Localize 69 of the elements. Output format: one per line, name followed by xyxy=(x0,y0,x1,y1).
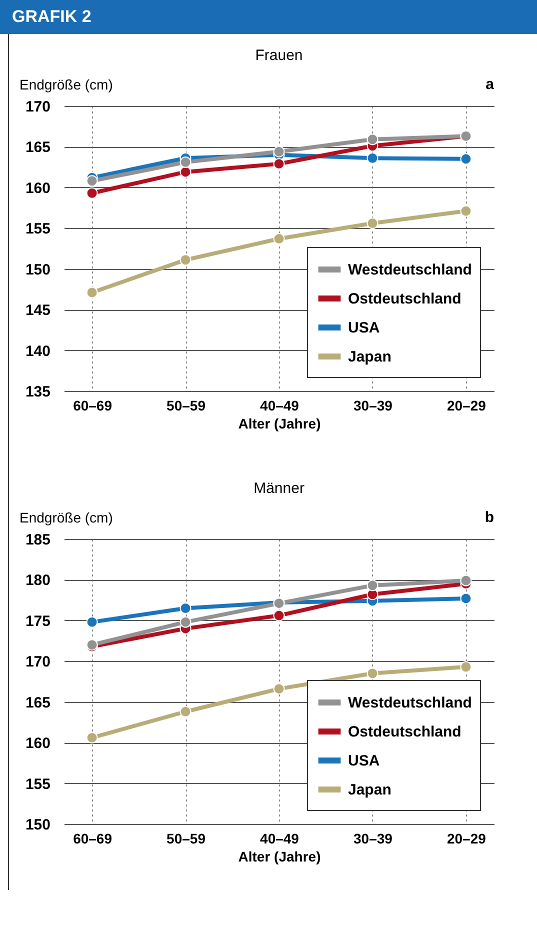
x-tick-label: 20–29 xyxy=(446,398,486,414)
legend-label: Ostdeutschland xyxy=(348,724,462,740)
legend-label: USA xyxy=(348,752,380,770)
point xyxy=(460,661,472,673)
point xyxy=(86,732,98,744)
x-tick-label: 20–29 xyxy=(446,830,486,846)
y-tick-label: 135 xyxy=(25,384,50,400)
y-tick-label: 145 xyxy=(25,302,50,320)
legend-label: Japan xyxy=(348,782,392,798)
legend-label: Westdeutschland xyxy=(348,262,472,278)
y-tick-label: 175 xyxy=(25,612,50,630)
legend-label: USA xyxy=(348,320,380,336)
y-tick-label: 170 xyxy=(25,98,50,116)
y-tick-label: 165 xyxy=(25,139,50,156)
text: b xyxy=(484,509,494,526)
point xyxy=(366,152,378,164)
point xyxy=(273,232,285,244)
x-tick-label: 50–59 xyxy=(166,398,206,414)
chart-title: Frauen xyxy=(255,47,303,64)
point xyxy=(180,706,192,718)
y-tick-label: 155 xyxy=(25,220,50,238)
point xyxy=(273,146,285,158)
point xyxy=(460,153,472,165)
point xyxy=(460,592,472,604)
y-tick-label: 150 xyxy=(25,816,50,834)
x-axis-title: Alter (Jahre) xyxy=(238,848,321,864)
x-tick-label: 40–49 xyxy=(260,398,300,414)
y-axis-title: Endgröße (cm) xyxy=(20,510,113,526)
y-tick-label: 180 xyxy=(25,572,50,590)
text: GRAFIK 2 xyxy=(0,0,537,34)
point xyxy=(273,683,285,695)
point xyxy=(86,286,98,298)
point xyxy=(460,574,472,586)
legend-label: Ostdeutschland xyxy=(348,290,462,308)
point xyxy=(273,610,285,622)
point xyxy=(366,668,378,680)
point xyxy=(86,187,98,199)
y-tick-label: 165 xyxy=(25,694,50,712)
y-tick-label: 155 xyxy=(25,776,50,793)
point xyxy=(366,134,378,146)
x-tick-label: 60–69 xyxy=(73,830,112,846)
y-tick-label: 170 xyxy=(25,654,50,671)
point xyxy=(86,616,98,628)
y-axis-title: Endgröße (cm) xyxy=(20,76,113,92)
point xyxy=(180,156,192,168)
x-tick-label: 30–39 xyxy=(354,398,393,414)
point xyxy=(180,254,192,266)
x-tick-label: 30–39 xyxy=(354,830,393,846)
point xyxy=(180,616,192,628)
text: a xyxy=(486,76,495,93)
legend-label: Westdeutschland xyxy=(348,694,472,712)
point xyxy=(180,166,192,178)
point xyxy=(273,158,285,170)
point xyxy=(86,175,98,187)
x-tick-label: 60–69 xyxy=(73,398,112,414)
y-tick-label: 160 xyxy=(25,180,50,197)
y-tick-label: 140 xyxy=(25,342,50,360)
x-tick-label: 40–49 xyxy=(260,830,300,846)
y-tick-label: 185 xyxy=(25,532,50,548)
legend-label: Japan xyxy=(348,348,392,366)
y-tick-label: 160 xyxy=(25,735,50,752)
point xyxy=(366,218,378,229)
chart-title: Männer xyxy=(254,480,304,497)
point xyxy=(460,205,472,217)
y-tick-label: 150 xyxy=(25,261,50,278)
x-tick-label: 50–59 xyxy=(166,830,206,846)
point xyxy=(180,602,192,614)
point xyxy=(366,580,378,592)
x-axis-title: Alter (Jahre) xyxy=(238,416,321,432)
